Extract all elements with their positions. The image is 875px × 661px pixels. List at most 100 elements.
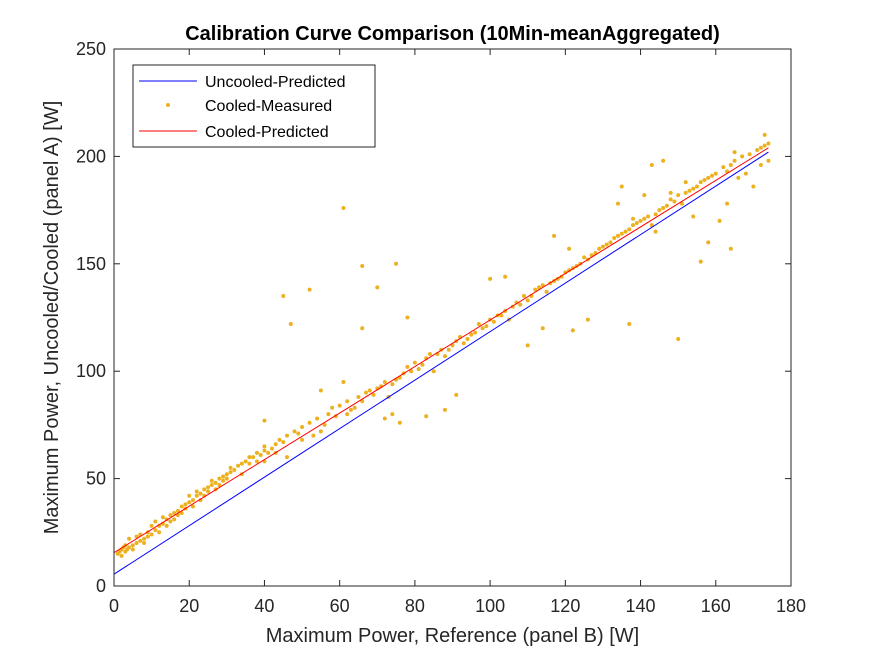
data-point — [706, 175, 711, 180]
data-point — [676, 193, 681, 198]
data-point — [491, 319, 496, 324]
data-point — [717, 218, 722, 223]
data-point — [232, 468, 237, 473]
data-point — [390, 412, 395, 417]
data-point — [251, 455, 256, 460]
data-point — [221, 478, 226, 483]
chart-title: Calibration Curve Comparison (10Min-mean… — [185, 23, 720, 45]
data-point — [277, 437, 282, 442]
legend-label-uncooled-predicted: Uncooled-Predicted — [205, 74, 346, 91]
data-point — [149, 523, 154, 528]
data-point — [465, 336, 470, 341]
data-point — [762, 143, 767, 148]
data-point — [679, 201, 684, 206]
data-point — [213, 480, 218, 485]
data-point — [315, 416, 320, 421]
data-point — [179, 504, 184, 509]
data-point — [608, 240, 613, 245]
data-point — [446, 347, 451, 352]
data-point — [187, 500, 192, 505]
data-point — [751, 184, 756, 189]
data-point — [732, 150, 737, 155]
data-point — [142, 541, 147, 546]
data-point — [424, 414, 429, 419]
data-point — [713, 171, 718, 176]
data-point — [615, 201, 620, 206]
data-point — [326, 412, 331, 417]
data-point — [262, 418, 267, 423]
x-tick-label: 0 — [109, 596, 119, 616]
data-point — [206, 489, 211, 494]
data-point — [269, 446, 274, 451]
data-point — [442, 407, 447, 412]
data-point — [499, 313, 504, 318]
data-point — [604, 242, 609, 247]
data-point — [728, 162, 733, 167]
data-point — [747, 152, 752, 157]
data-point — [762, 132, 767, 137]
data-point — [638, 218, 643, 223]
data-point — [503, 274, 508, 279]
data-point — [698, 259, 703, 264]
data-point — [533, 287, 538, 292]
series-line-cooled-predicted — [113, 147, 769, 554]
legend-box — [132, 64, 376, 148]
legend-label-cooled-predicted: Cooled-Predicted — [205, 124, 329, 141]
data-point — [600, 244, 605, 249]
data-point — [360, 326, 365, 331]
data-point — [254, 459, 259, 464]
data-point — [138, 538, 143, 543]
data-point — [488, 276, 493, 281]
data-point — [567, 246, 572, 251]
data-point — [702, 178, 707, 183]
data-point — [627, 227, 632, 232]
data-point — [258, 452, 263, 457]
data-point — [247, 461, 252, 466]
data-point — [676, 336, 681, 341]
data-point — [209, 478, 214, 483]
series-cooled-measured — [115, 132, 771, 558]
data-point — [330, 405, 335, 410]
x-tick-label: 80 — [405, 596, 425, 616]
data-point — [431, 369, 436, 374]
data-point — [582, 255, 587, 260]
data-point — [642, 216, 647, 221]
data-point — [239, 461, 244, 466]
data-point — [168, 519, 173, 524]
x-tick-label: 120 — [550, 596, 580, 616]
data-point — [134, 541, 139, 546]
data-point — [687, 188, 692, 193]
data-point — [480, 326, 485, 331]
data-point — [345, 412, 350, 417]
data-point — [217, 476, 222, 481]
data-point — [615, 233, 620, 238]
data-point — [367, 388, 372, 393]
data-point — [311, 433, 316, 438]
data-point — [202, 487, 207, 492]
data-point — [130, 543, 135, 548]
data-point — [552, 233, 557, 238]
data-point — [653, 229, 658, 234]
data-point — [254, 450, 259, 455]
data-point — [694, 184, 699, 189]
data-point — [619, 231, 624, 236]
data-point — [397, 420, 402, 425]
data-point — [525, 343, 530, 348]
data-point — [642, 193, 647, 198]
data-point — [160, 515, 165, 520]
data-point — [149, 532, 154, 537]
data-point — [300, 437, 305, 442]
data-point — [145, 534, 150, 539]
data-point — [172, 517, 177, 522]
x-tick-label: 20 — [179, 596, 199, 616]
data-point — [236, 463, 241, 468]
data-point — [657, 208, 662, 213]
data-point — [142, 536, 147, 541]
y-tick-label: 250 — [76, 39, 106, 59]
data-point — [360, 263, 365, 268]
series-layer — [113, 132, 771, 575]
data-point — [721, 165, 726, 170]
data-point — [518, 302, 523, 307]
data-point — [691, 214, 696, 219]
